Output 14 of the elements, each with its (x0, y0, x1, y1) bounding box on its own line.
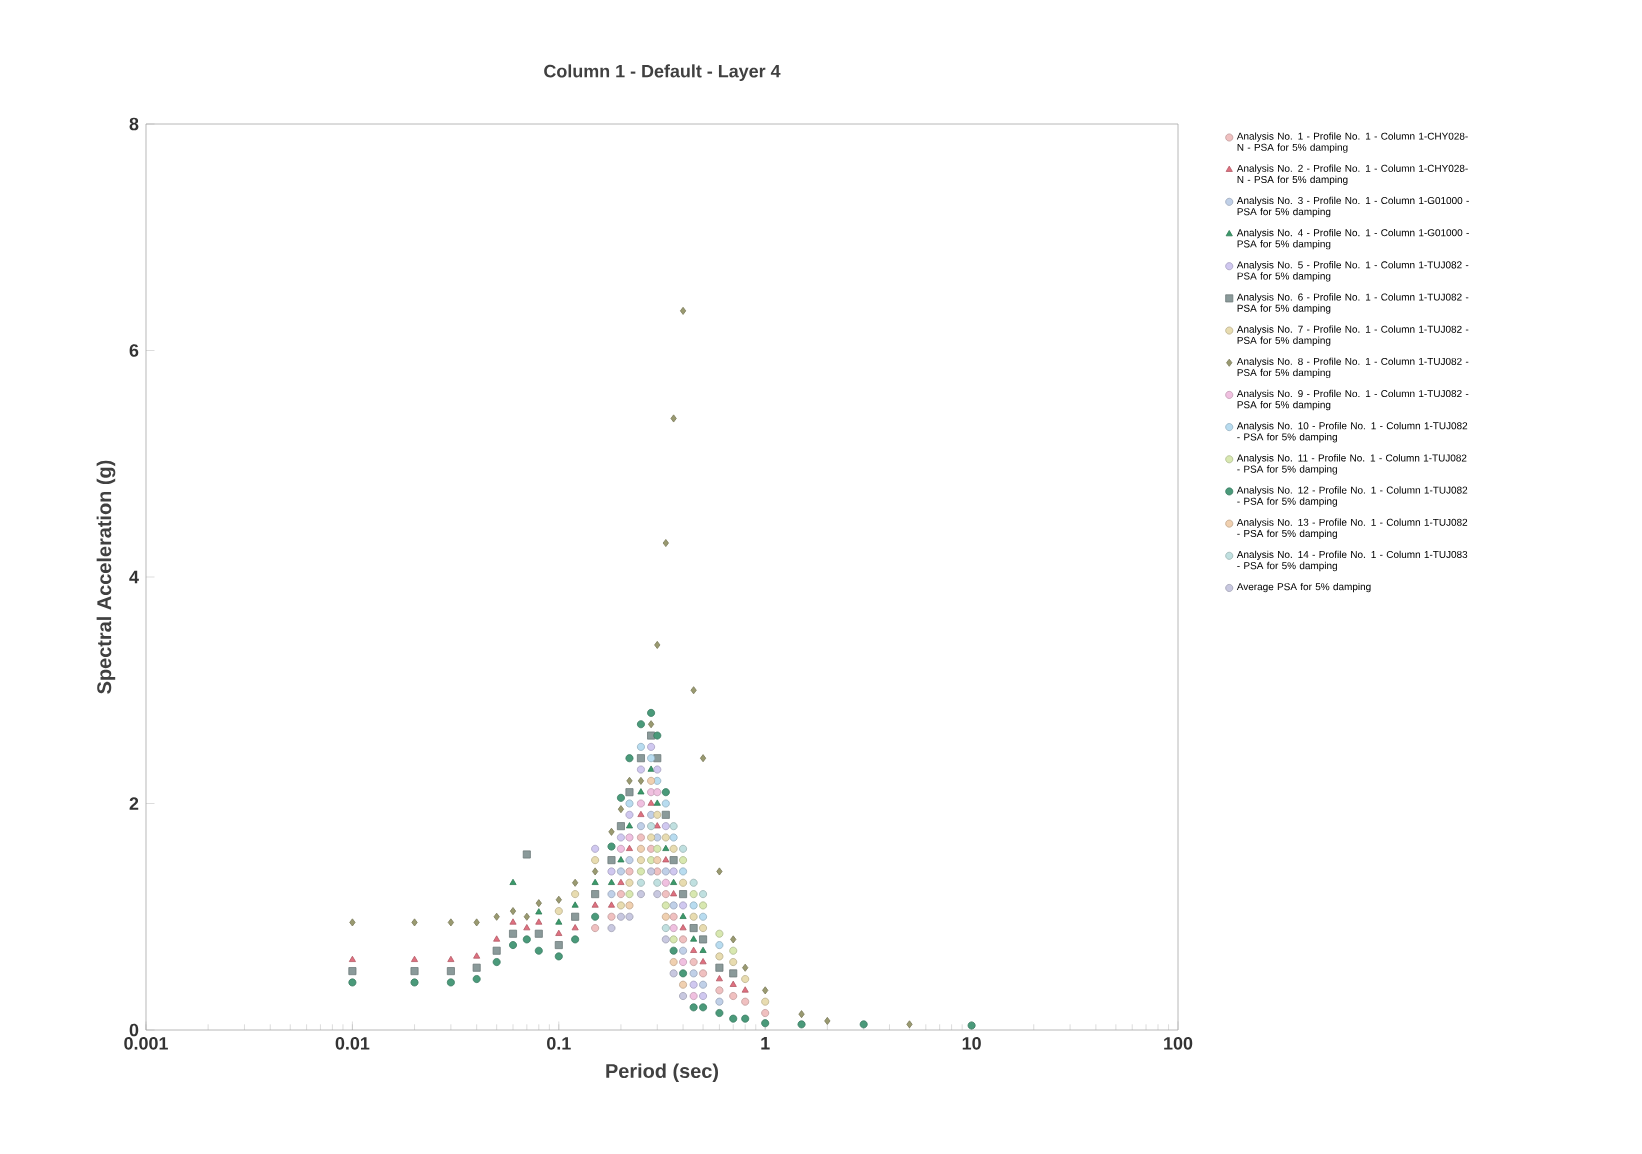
y-tick-label: 6 (129, 344, 139, 357)
x-tick-label: 0.01 (335, 1037, 370, 1050)
y-axis-title: Spectral Acceleration (g) (96, 460, 116, 694)
x-axis-title: Period (sec) (606, 1063, 719, 1082)
y-tick-label: 2 (129, 797, 139, 810)
chart-title: Column 1 - Default - Layer 4 (544, 64, 781, 82)
x-tick-label: 100 (1164, 1037, 1193, 1050)
x-tick-label: 1 (761, 1037, 770, 1050)
x-tick-label: 0.001 (124, 1037, 168, 1050)
y-tick-label: 8 (129, 117, 139, 131)
x-tick-label: 10 (962, 1037, 981, 1050)
x-tick-label: 0.1 (547, 1037, 571, 1050)
y-tick-label: 4 (129, 570, 139, 584)
y-tick-label: 0 (129, 1023, 139, 1037)
